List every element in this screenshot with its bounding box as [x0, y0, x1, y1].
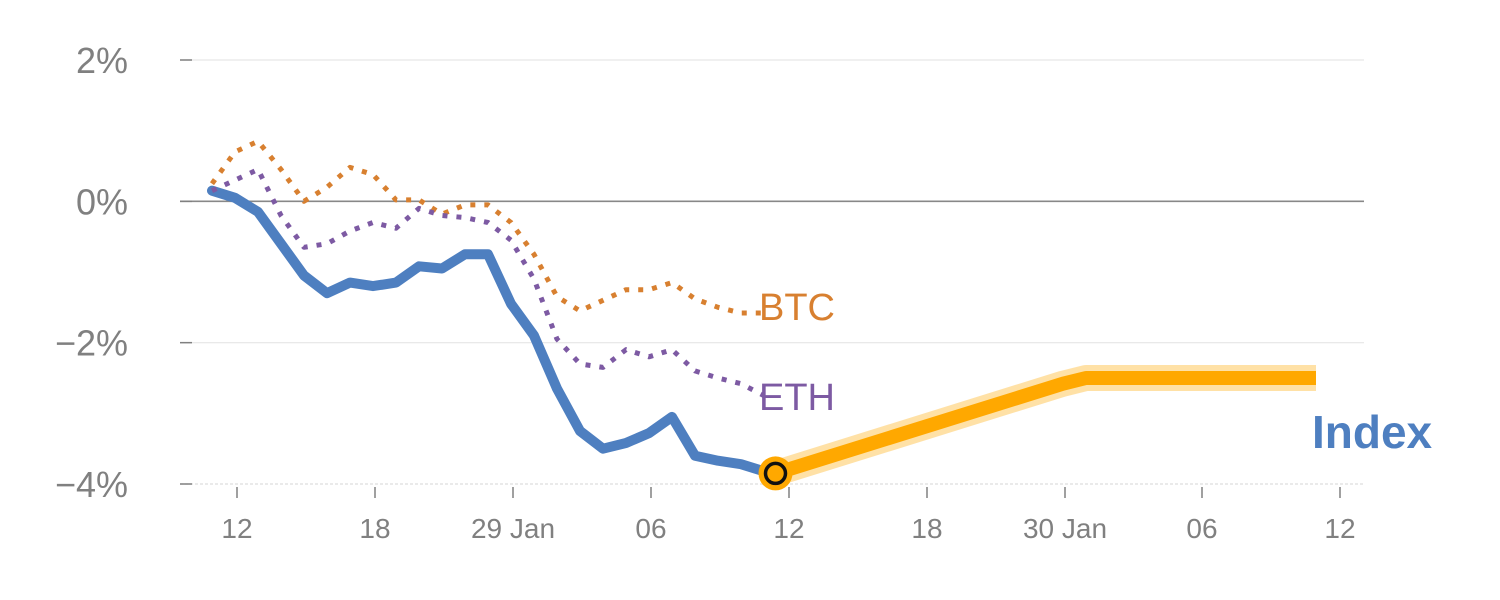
- index-series-label: Index: [1312, 406, 1433, 458]
- x-tick-label: 12: [221, 513, 252, 544]
- forecast-start-marker-halo: [758, 456, 793, 491]
- btc-series-label: BTC: [759, 287, 835, 329]
- btc-series-line: [209, 138, 764, 316]
- x-tick-label: 18: [911, 513, 942, 544]
- forecast-line: [773, 371, 1316, 481]
- y-tick-label: −4%: [55, 464, 128, 505]
- label-layer: BTC ETH Index: [759, 287, 1433, 458]
- x-tick-label: 12: [1324, 513, 1355, 544]
- index-series-line: [207, 185, 769, 477]
- x-tick-label: 30 Jan: [1023, 513, 1107, 544]
- x-tick-label: 06: [635, 513, 666, 544]
- axis-layer: 2% 0% −2% −4% 12 18 29 Jan 06 12 18 30 Jan 06 12: [55, 40, 1356, 544]
- eth-series-line: [210, 167, 766, 398]
- forecast-start-marker: [763, 461, 788, 486]
- x-tick-label: 06: [1186, 513, 1217, 544]
- y-tick-label: 0%: [76, 181, 128, 222]
- x-tick-label: 29 Jan: [471, 513, 555, 544]
- series-layer: [207, 138, 1316, 491]
- y-tick-label: −2%: [55, 323, 128, 364]
- eth-series-label: ETH: [759, 377, 835, 419]
- y-tick-label: 2%: [76, 40, 128, 81]
- grid-layer: [180, 59, 1364, 485]
- x-tick-label: 18: [359, 513, 390, 544]
- x-tick-label: 12: [773, 513, 804, 544]
